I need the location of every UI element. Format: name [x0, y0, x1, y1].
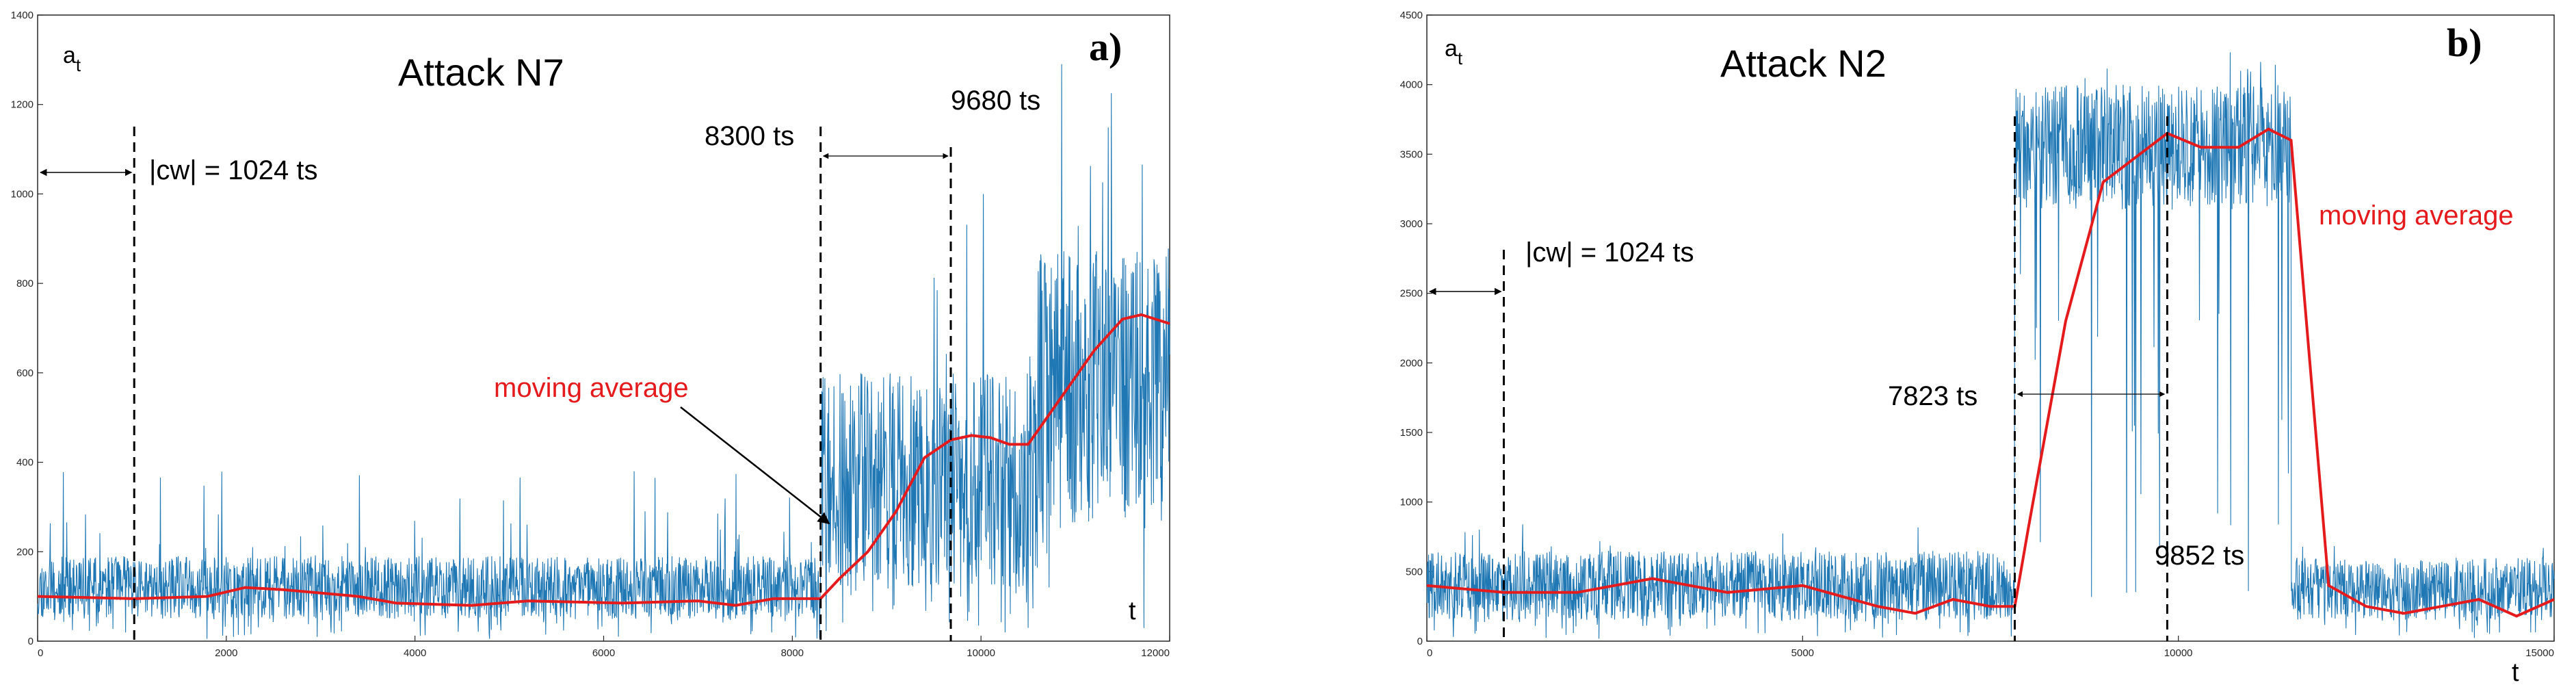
- y-tick-label: 2000: [1400, 357, 1423, 369]
- x-tick-label: 12000: [1141, 647, 1170, 659]
- panel-b-xlabel: t: [2512, 658, 2519, 687]
- panel-b-moving-average-line: [1426, 127, 2555, 618]
- x-tick-label: 8000: [781, 647, 804, 659]
- panel-b-signal-line: [1426, 52, 2555, 639]
- y-tick-label: 1400: [11, 10, 34, 21]
- panel-a-title: Attack N7: [398, 51, 564, 94]
- panel-b-ylabel: at: [1445, 36, 1463, 68]
- y-tick-label: 200: [16, 546, 34, 558]
- x-tick-label: 5000: [1791, 647, 1814, 659]
- panel-b-frame: [1426, 14, 2555, 642]
- panel-a-annotation-lines: [39, 127, 952, 641]
- panel-a: 0 2000 4000 6000 8000 10000 12000 0 200 400 600 800…: [11, 10, 1170, 659]
- y-tick-label: 2500: [1400, 288, 1423, 300]
- y-tick-label: 500: [1406, 566, 1423, 578]
- y-tick-label: 3500: [1400, 148, 1423, 160]
- y-tick-label: 1200: [11, 99, 34, 111]
- panel-b-cw-label: |cw| = 1024 ts: [1525, 237, 1694, 268]
- panel-a-ylabel: at: [63, 42, 81, 75]
- x-tick-label: 10000: [2164, 647, 2193, 659]
- y-tick-label: 0: [1417, 636, 1423, 647]
- panel-b-title: Attack N2: [1720, 42, 1887, 85]
- panel-a-xlabel: t: [1129, 597, 1136, 625]
- panel-a-signal-line: [37, 64, 1170, 639]
- x-tick-label: 6000: [592, 647, 615, 659]
- x-tick-label: 0: [38, 647, 43, 659]
- panel-a-cw-label: |cw| = 1024 ts: [149, 155, 317, 185]
- moving-average-pointer-arrow: [680, 406, 830, 525]
- panel-a-avg-label: moving average: [494, 373, 689, 403]
- x-tick-label: 10000: [967, 647, 995, 659]
- y-tick-label: 400: [16, 457, 34, 469]
- panel-b-ticks: 0 5000 10000 15000 0 500 1000 1500 2000 2500 3000 3…: [1400, 10, 2555, 659]
- y-tick-label: 1500: [1400, 427, 1423, 439]
- panel-a-tag: a): [1089, 25, 1122, 69]
- y-tick-label: 600: [16, 367, 34, 379]
- y-tick-label: 4500: [1400, 10, 1423, 21]
- panel-a-ticks: 0 2000 4000 6000 8000 10000 12000 0 200 400 600 800…: [11, 10, 1170, 659]
- panel-a-start-label: 8300 ts: [705, 121, 794, 151]
- y-tick-label: 1000: [11, 188, 34, 200]
- y-tick-label: 0: [28, 636, 34, 647]
- x-tick-label: 15000: [2525, 647, 2554, 659]
- y-tick-label: 1000: [1400, 497, 1423, 508]
- x-tick-label: 2000: [215, 647, 237, 659]
- panel-b-tag: b): [2447, 21, 2482, 65]
- panel-b-avg-label: moving average: [2319, 200, 2514, 231]
- y-tick-label: 800: [16, 278, 34, 289]
- panel-b-end-label: 9852 ts: [2155, 541, 2244, 571]
- panel-a-end-label: 9680 ts: [951, 86, 1040, 116]
- x-tick-label: 0: [1427, 647, 1432, 659]
- panel-a-moving-average-line: [37, 313, 1170, 607]
- x-tick-label: 4000: [404, 647, 426, 659]
- panel-b-start-label: 7823 ts: [1888, 381, 1977, 411]
- y-tick-label: 4000: [1400, 79, 1423, 91]
- panel-b: 0 5000 10000 15000 0 500 1000 1500 2000 2500 3000 3…: [1400, 10, 2555, 687]
- panel-b-annotation-lines: [1428, 116, 2168, 641]
- y-tick-label: 3000: [1400, 218, 1423, 230]
